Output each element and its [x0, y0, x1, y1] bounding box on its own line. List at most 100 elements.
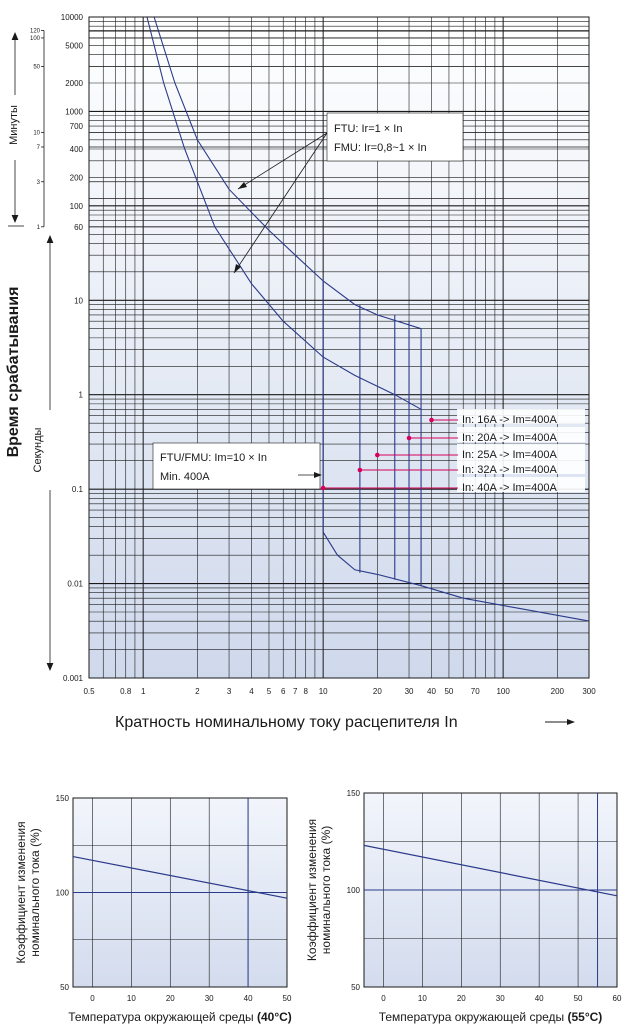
- x-tick-label: 5: [267, 687, 272, 696]
- minute-tick-label: 3: [37, 180, 41, 186]
- ratings-legend: In: 16A -> Im=400A In: 20A -> Im=400A In: …: [320, 409, 585, 494]
- rating-marker: [320, 485, 326, 491]
- y-tick-label: 10000: [61, 13, 84, 22]
- minute-tick-label: 10: [33, 130, 40, 136]
- x-tick-label: 20: [457, 994, 466, 1003]
- main-grid: [88, 17, 590, 679]
- ftu-annotation: FTU: Ir=1 × In FMU: Ir=0,8~1 × In: [233, 112, 464, 274]
- minute-tick-label: 100: [30, 36, 41, 42]
- x-tick-label: 3: [227, 687, 232, 696]
- rating-label: In: 40A -> Im=400A: [462, 482, 557, 494]
- minute-tick-label: 1: [37, 225, 41, 231]
- x-tick-label: 40: [535, 994, 544, 1003]
- magnetic-annotation-line1: FTU/FMU: Im=10 × In: [160, 452, 267, 464]
- rating-label: In: 16A -> Im=400A: [462, 414, 557, 426]
- y-tick-label: 700: [70, 122, 84, 131]
- main-curves: [146, 16, 590, 622]
- y-tick-label: 200: [70, 173, 84, 182]
- x-tick-label: 30: [205, 994, 214, 1003]
- x-tick-label: 50: [283, 994, 292, 1003]
- x-tick-label: 0: [90, 994, 95, 1003]
- y-tick-label: 150: [347, 789, 361, 798]
- x-tick-label: 2: [195, 687, 200, 696]
- x-axis-label: Температура окружающей среды (55°C): [379, 1010, 603, 1024]
- x-tick-label: 20: [373, 687, 382, 696]
- rating-label-bg: [457, 444, 585, 459]
- magnetic-arrowhead: [314, 472, 322, 478]
- rating-label: In: 25A -> Im=400A: [462, 449, 557, 461]
- x-tick-label: 4: [249, 687, 254, 696]
- y-tick-label: 10: [74, 296, 83, 305]
- rating-marker: [357, 467, 363, 473]
- x-tick-label: 100: [496, 687, 510, 696]
- seconds-label: Секунды: [32, 427, 44, 472]
- rating-label-bg: [457, 477, 585, 492]
- x-axis-label: Температура окружающей среды (40°C): [68, 1010, 292, 1024]
- x-tick-label: 0.5: [83, 687, 95, 696]
- x-axis-label: Кратность номинальному току расцепителя …: [115, 714, 458, 731]
- seconds-bracket: [46, 234, 54, 672]
- x-tick-label: 0.8: [120, 687, 132, 696]
- x-tick-label: 0: [381, 994, 386, 1003]
- y-tick-label: 2000: [65, 79, 83, 88]
- main-ticks: 0.5 0.8 1 2 3 4 5 6 7 8 10 20 30 40 50 70 100 200 30010000…: [61, 13, 596, 696]
- y-axis-label: Время срабатывания: [5, 287, 22, 458]
- y-tick-label: 150: [56, 794, 70, 803]
- ftu-arrowhead-1: [238, 182, 247, 189]
- temperature-chart-55: 0 10 20 30 40 50 60 150 100 50 Коэффициент изменен…: [305, 789, 622, 1024]
- ftu-arrowhead-2: [234, 264, 241, 273]
- ftu-annotation-box: [326, 112, 464, 162]
- ftu-arrow-1: [237, 132, 328, 190]
- magnetic-trip-tail: [322, 531, 590, 622]
- y-tick-label: 1000: [65, 107, 83, 116]
- x-tick-label: 40: [244, 994, 253, 1003]
- rating-marker: [375, 452, 380, 458]
- minutes-bracket: [8, 31, 24, 227]
- minute-tick-label: 120: [30, 28, 41, 34]
- minute-tick-label: 50: [33, 64, 40, 70]
- x-axis-arrow: [545, 719, 575, 725]
- y-tick-label: 0.001: [63, 674, 84, 683]
- magnetic-annotation-line2: Min. 400A: [160, 471, 210, 483]
- derating-line: [72, 856, 288, 899]
- x-tick-label: 10: [319, 687, 328, 696]
- magnetic-annotation: FTU/FMU: Im=10 × In Min. 400A: [152, 442, 322, 490]
- ftu-annotation-line2: FMU: Ir=0,8~1 × In: [334, 142, 427, 154]
- minute-axis: 120 100 50 10 7 3 1: [30, 28, 45, 231]
- ftu-arrow-2: [233, 132, 328, 274]
- y-tick-label: 50: [351, 983, 360, 992]
- y-tick-label: 100: [56, 889, 70, 898]
- y-tick-label: 100: [70, 202, 84, 211]
- x-tick-label: 60: [613, 994, 622, 1003]
- y-axis-label: Коэффициент измененияноминального тока (…: [14, 821, 42, 963]
- x-tick-label: 50: [444, 687, 453, 696]
- y-tick-label: 0.1: [72, 485, 84, 494]
- minute-tick-label: 7: [37, 145, 41, 151]
- x-tick-label: 10: [127, 994, 136, 1003]
- x-tick-label: 7: [293, 687, 298, 696]
- x-tick-label: 30: [496, 994, 505, 1003]
- main-plot-frame: [88, 16, 590, 679]
- rating-label-bg: [457, 427, 585, 442]
- x-tick-label: 30: [405, 687, 414, 696]
- minutes-label: Минуты: [8, 105, 20, 145]
- lower-trip-curve: [146, 16, 422, 410]
- y-tick-label: 5000: [65, 41, 83, 50]
- rating-marker: [406, 435, 412, 441]
- magnetic-annotation-box: [152, 442, 321, 490]
- x-tick-label: 20: [166, 994, 175, 1003]
- rating-label: In: 20A -> Im=400A: [462, 432, 557, 444]
- x-tick-label: 10: [418, 994, 427, 1003]
- y-tick-label: 1: [79, 391, 84, 400]
- temperature-chart-40: 0 10 20 30 40 50 150 100 50 Коэффициент изменения…: [14, 794, 292, 1024]
- x-tick-label: 1: [141, 687, 146, 696]
- x-tick-label: 70: [471, 687, 480, 696]
- y-tick-label: 100: [347, 886, 361, 895]
- ftu-annotation-line1: FTU: Ir=1 × In: [334, 123, 402, 135]
- rating-label-bg: [457, 409, 585, 424]
- rating-label-bg: [457, 459, 585, 474]
- rating-label: In: 32A -> Im=400A: [462, 464, 557, 476]
- x-tick-label: 8: [303, 687, 308, 696]
- x-tick-label: 200: [551, 687, 565, 696]
